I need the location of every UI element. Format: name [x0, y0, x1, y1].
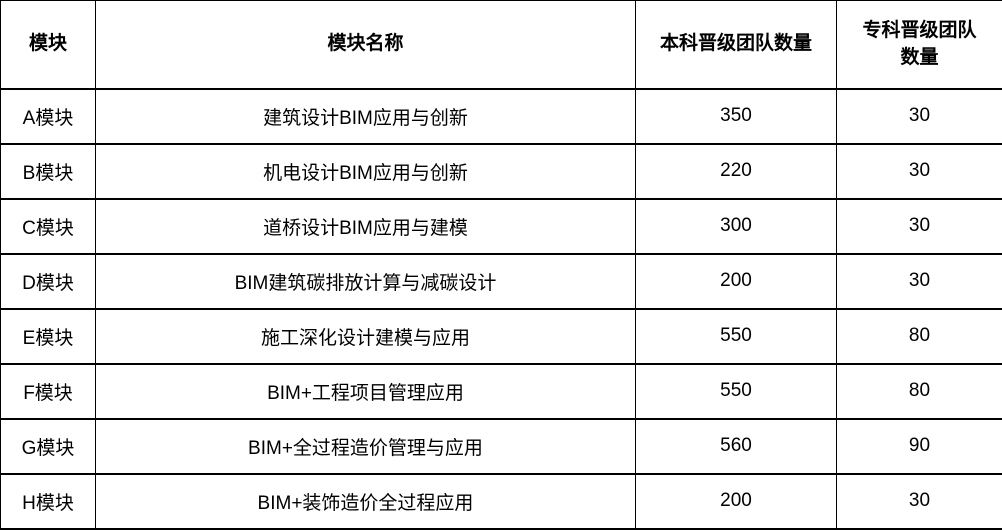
table-row: A模块 建筑设计BIM应用与创新 350 30	[1, 89, 1002, 144]
cell-college-count: 30	[837, 254, 1002, 309]
cell-college-count: 30	[837, 144, 1002, 199]
cell-college-count: 30	[837, 199, 1002, 254]
cell-module: G模块	[1, 419, 96, 474]
column-header-college-count-label: 专科晋级团队数量	[857, 17, 983, 72]
table-row: F模块 BIM+工程项目管理应用 550 80	[1, 364, 1002, 419]
cell-undergrad-count: 550	[636, 309, 837, 364]
cell-module-name: 道桥设计BIM应用与建模	[96, 199, 636, 254]
cell-undergrad-count: 200	[636, 254, 837, 309]
column-header-module-label: 模块	[29, 33, 67, 54]
cell-college-count: 80	[837, 309, 1002, 364]
column-header-undergrad-count-label: 本科晋级团队数量	[660, 33, 812, 54]
table-row: C模块 道桥设计BIM应用与建模 300 30	[1, 199, 1002, 254]
header-row: 模块 模块名称 本科晋级团队数量 专科晋级团队数量	[1, 1, 1002, 89]
column-header-module-name: 模块名称	[96, 1, 636, 89]
cell-module-name: BIM+工程项目管理应用	[96, 364, 636, 419]
cell-module-name: 机电设计BIM应用与创新	[96, 144, 636, 199]
column-header-undergrad-count: 本科晋级团队数量	[636, 1, 837, 89]
cell-undergrad-count: 200	[636, 474, 837, 529]
table-row: H模块 BIM+装饰造价全过程应用 200 30	[1, 474, 1002, 529]
cell-college-count: 30	[837, 89, 1002, 144]
column-header-module: 模块	[1, 1, 96, 89]
cell-module: C模块	[1, 199, 96, 254]
cell-module: H模块	[1, 474, 96, 529]
table-row: G模块 BIM+全过程造价管理与应用 560 90	[1, 419, 1002, 474]
cell-undergrad-count: 300	[636, 199, 837, 254]
table-header: 模块 模块名称 本科晋级团队数量 专科晋级团队数量	[1, 1, 1002, 89]
cell-module-name: BIM+全过程造价管理与应用	[96, 419, 636, 474]
cell-module: F模块	[1, 364, 96, 419]
cell-undergrad-count: 350	[636, 89, 837, 144]
cell-module-name: BIM建筑碳排放计算与减碳设计	[96, 254, 636, 309]
cell-college-count: 80	[837, 364, 1002, 419]
cell-module-name: 施工深化设计建模与应用	[96, 309, 636, 364]
cell-college-count: 90	[837, 419, 1002, 474]
column-header-module-name-label: 模块名称	[327, 33, 403, 54]
table-row: D模块 BIM建筑碳排放计算与减碳设计 200 30	[1, 254, 1002, 309]
cell-module-name: BIM+装饰造价全过程应用	[96, 474, 636, 529]
cell-module: B模块	[1, 144, 96, 199]
table-row: E模块 施工深化设计建模与应用 550 80	[1, 309, 1002, 364]
cell-module-name: 建筑设计BIM应用与创新	[96, 89, 636, 144]
cell-module: E模块	[1, 309, 96, 364]
cell-module: D模块	[1, 254, 96, 309]
cell-module: A模块	[1, 89, 96, 144]
table-body: A模块 建筑设计BIM应用与创新 350 30 B模块 机电设计BIM应用与创新…	[1, 89, 1002, 529]
cell-undergrad-count: 550	[636, 364, 837, 419]
column-header-college-count: 专科晋级团队数量	[837, 1, 1002, 89]
cell-undergrad-count: 560	[636, 419, 837, 474]
cell-undergrad-count: 220	[636, 144, 837, 199]
table-row: B模块 机电设计BIM应用与创新 220 30	[1, 144, 1002, 199]
cell-college-count: 30	[837, 474, 1002, 529]
